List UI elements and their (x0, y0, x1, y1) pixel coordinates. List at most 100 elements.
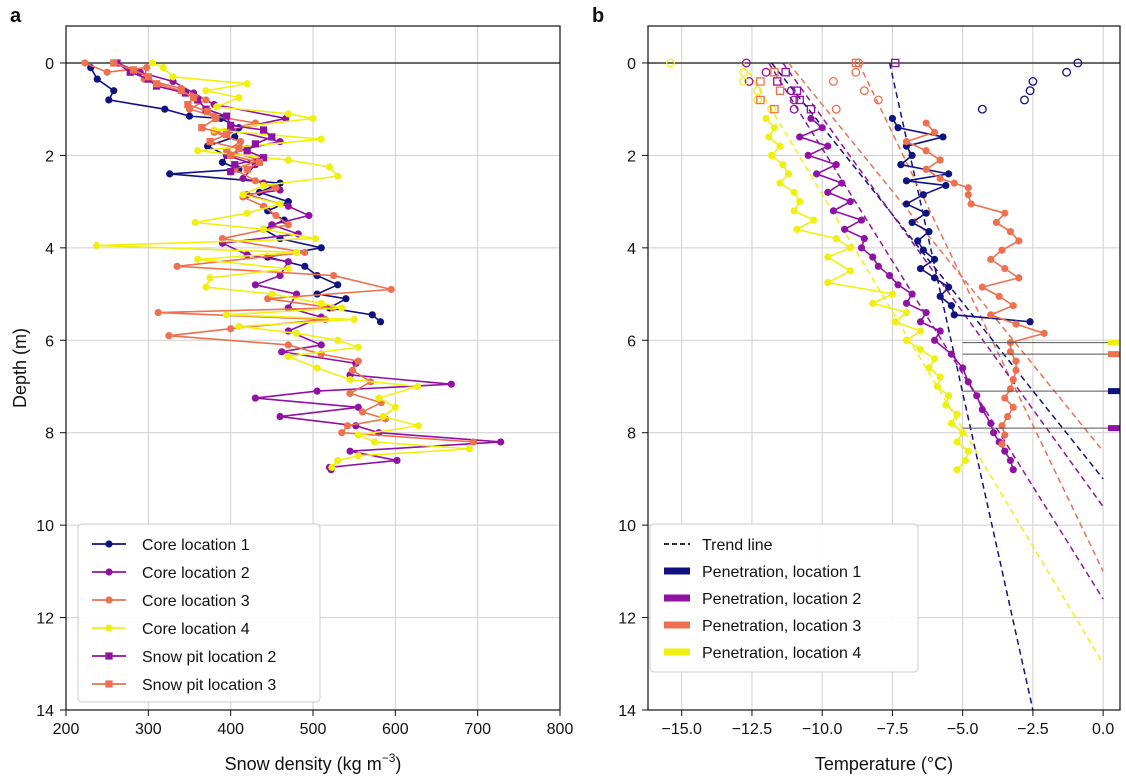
data-point (776, 142, 784, 150)
data-point (334, 172, 342, 180)
legend-entry: Core location 1 (92, 537, 250, 554)
data-point (206, 137, 214, 146)
data-point (148, 59, 157, 67)
data-point (998, 246, 1006, 254)
data-point (177, 87, 185, 95)
data-point (191, 218, 199, 227)
data-point (334, 281, 342, 289)
data-point (465, 445, 474, 453)
series-line (113, 62, 262, 170)
data-point (846, 267, 854, 275)
data-point (824, 188, 832, 196)
data-point (81, 59, 89, 67)
data-point (902, 299, 911, 307)
data-point (945, 170, 953, 178)
legend-entry: Penetration, location 3 (664, 618, 861, 635)
data-point (1006, 348, 1015, 356)
data-point (936, 156, 944, 164)
data-point (914, 237, 922, 245)
data-point (888, 114, 897, 123)
data-point (744, 77, 754, 86)
data-point (1001, 447, 1009, 455)
legend-marker (105, 680, 113, 688)
x-tick-label: −10.0 (802, 721, 843, 738)
data-point (1001, 431, 1009, 439)
data-point (930, 128, 939, 136)
data-point (1040, 329, 1048, 337)
data-point (239, 174, 247, 183)
data-point (1012, 357, 1020, 365)
data-point (945, 283, 953, 291)
legend-label: Penetration, location 4 (702, 645, 861, 662)
data-point (227, 121, 235, 129)
data-point (243, 147, 251, 155)
data-point (154, 308, 162, 317)
data-point (103, 68, 111, 76)
panel-b-legend: Trend line Penetration, location 1 Penetra… (649, 523, 919, 673)
data-point (376, 318, 385, 326)
data-point (1020, 95, 1029, 105)
panel-a-x-label-close: ) (395, 754, 401, 774)
data-point (860, 234, 868, 243)
data-point (779, 161, 787, 169)
penetration-marker (1108, 351, 1120, 358)
panel-b-frame (647, 25, 1121, 711)
legend-label: Core location 4 (142, 621, 250, 638)
data-point (1001, 265, 1009, 273)
series (977, 58, 1083, 114)
data-point (987, 419, 995, 428)
data-point (143, 63, 151, 72)
data-point (334, 456, 342, 465)
data-point (222, 131, 231, 139)
data-point (950, 311, 958, 319)
y-tick-label: 8 (45, 426, 54, 443)
data-point (375, 394, 383, 402)
data-point (354, 357, 362, 365)
data-point (202, 283, 210, 291)
data-point (961, 456, 970, 465)
data-point (936, 327, 944, 335)
data-point (161, 105, 169, 113)
data-point (93, 75, 101, 83)
x-tick-label: −15.0 (661, 721, 702, 738)
data-point (317, 299, 325, 307)
data-point (891, 318, 899, 326)
data-point (354, 431, 362, 439)
legend-entry: Core location 3 (92, 593, 250, 610)
data-point (239, 191, 247, 199)
data-point (916, 327, 925, 335)
data-point (1006, 228, 1015, 236)
data-point (838, 179, 846, 187)
data-point (828, 77, 838, 86)
data-point (888, 290, 897, 298)
legend-entry: Core location 2 (92, 565, 250, 582)
data-point (391, 403, 399, 411)
data-point (1004, 412, 1012, 421)
series (888, 114, 1034, 326)
data-point (105, 96, 113, 104)
data-point (264, 295, 272, 303)
data-point (666, 58, 675, 68)
data-point (343, 422, 352, 430)
penetration-marker (1108, 339, 1120, 346)
data-point (908, 290, 916, 298)
data-point (301, 262, 309, 270)
legend-entry: Penetration, location 4 (664, 645, 861, 662)
data-point (947, 350, 956, 358)
series (828, 58, 883, 114)
data-point (276, 412, 284, 421)
data-point (902, 336, 911, 344)
data-point (824, 278, 832, 287)
data-point (292, 248, 301, 257)
data-point (251, 140, 259, 148)
data-point (1006, 385, 1015, 393)
data-point (824, 142, 832, 150)
data-point (953, 410, 961, 418)
x-tick-label: −12.5 (732, 721, 773, 738)
data-point (964, 184, 972, 192)
data-point (950, 179, 958, 187)
data-point (869, 253, 877, 261)
series (87, 63, 385, 326)
data-point (894, 281, 902, 289)
data-point (1001, 394, 1009, 402)
